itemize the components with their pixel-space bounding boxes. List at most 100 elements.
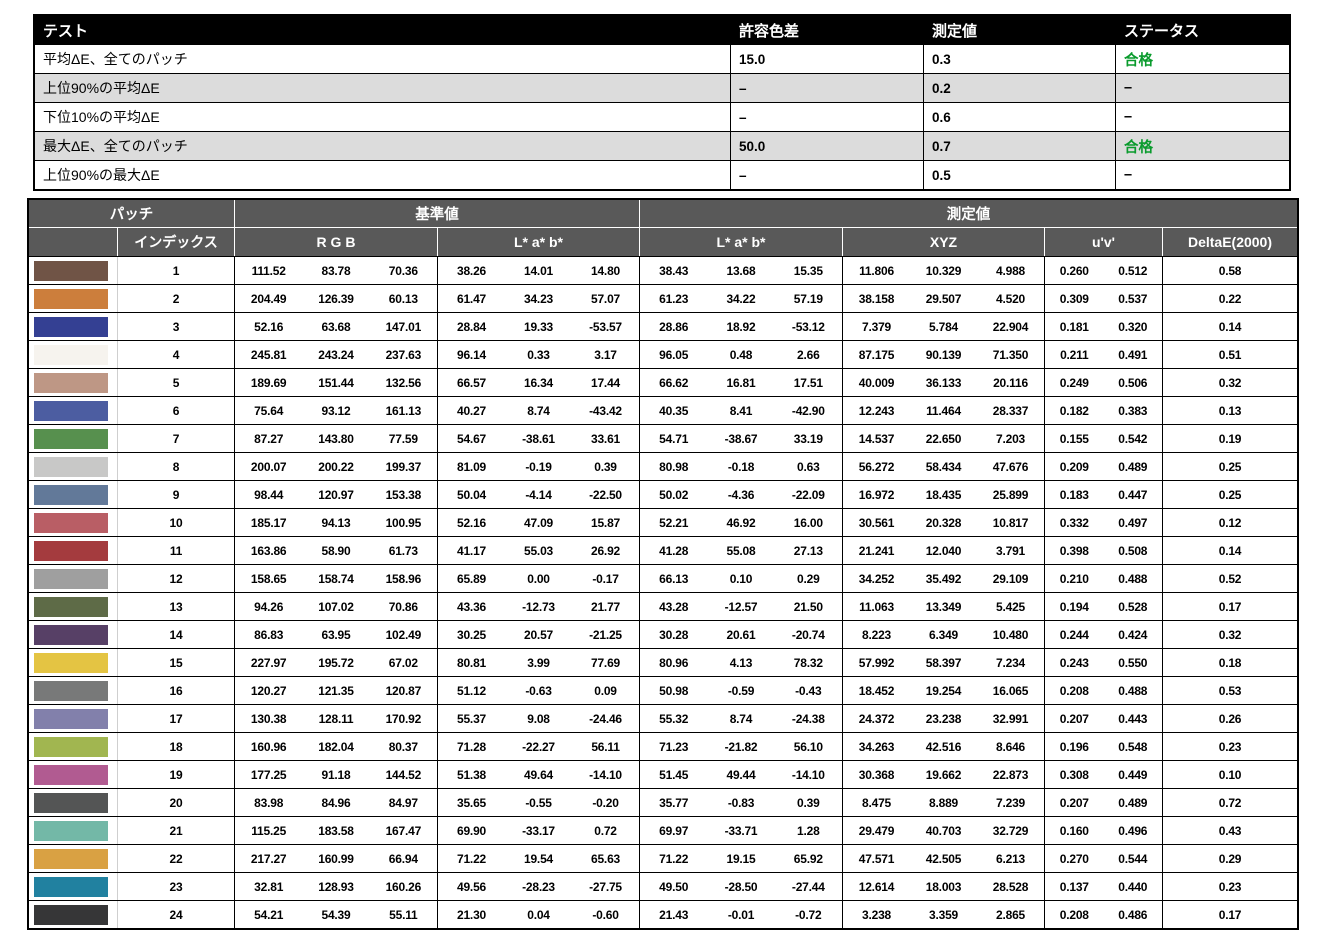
value-cell: 237.63 xyxy=(385,347,422,362)
value-cell: 204.49 xyxy=(250,291,287,306)
value-cell: 0.194 xyxy=(1059,599,1089,614)
color-swatch xyxy=(34,288,108,309)
patch-index-cell: 6 xyxy=(117,397,234,424)
value-cell: 21.43 xyxy=(659,907,689,922)
value-cell: 17.51 xyxy=(793,375,823,390)
value-cell: 243.24 xyxy=(318,347,354,362)
rgb-reference-cell: 98.44 120.97 153.38 xyxy=(234,481,437,508)
deltae-cell: 0.72 xyxy=(1162,789,1297,816)
rgb-reference-cell: 94.26 107.02 70.86 xyxy=(234,593,437,620)
measured-group-header: 測定値 xyxy=(639,200,1297,227)
swatch-cell xyxy=(29,901,117,928)
value-cell: 0.72 xyxy=(594,823,617,838)
value-cell: 0.443 xyxy=(1118,711,1148,726)
rgb-reference-cell: 160.96 182.04 80.37 xyxy=(234,733,437,760)
deltae-cell: 0.52 xyxy=(1162,565,1297,592)
value-cell: 7.239 xyxy=(995,795,1026,810)
value-cell: -28.23 xyxy=(522,879,555,894)
patch-index-cell: 17 xyxy=(117,705,234,732)
patch-index-cell: 18 xyxy=(117,733,234,760)
value-cell: 111.52 xyxy=(251,263,286,278)
value-cell: 0.486 xyxy=(1118,907,1148,922)
value-cell: 8.646 xyxy=(995,739,1026,754)
lab-measured-cell: 38.43 13.68 15.35 xyxy=(639,257,842,284)
value-cell: 30.368 xyxy=(858,767,895,782)
value-cell: 15.35 xyxy=(793,263,823,278)
value-cell: 158.96 xyxy=(385,571,422,586)
rgb-reference-cell: 158.65 158.74 158.96 xyxy=(234,565,437,592)
patch-index-cell: 10 xyxy=(117,509,234,536)
value-cell: 128.93 xyxy=(318,879,354,894)
value-cell: 167.47 xyxy=(385,823,422,838)
rgb-reference-cell: 86.83 63.95 102.49 xyxy=(234,621,437,648)
patch-row: 9 98.44 120.97 153.38 50.04 -4.14 -22.50 50.02 -… xyxy=(29,480,1297,508)
xyz-measured-cell: 38.158 29.507 4.520 xyxy=(842,285,1044,312)
value-cell: 65.89 xyxy=(456,571,487,586)
patch-row: 7 87.27 143.80 77.59 54.67 -38.61 33.61 54.71 -3… xyxy=(29,424,1297,452)
color-swatch xyxy=(34,260,108,281)
value-cell: 18.452 xyxy=(858,683,895,698)
value-cell: -0.01 xyxy=(727,907,755,922)
uv-measured-cell: 0.194 0.528 xyxy=(1044,593,1162,620)
value-cell: -0.63 xyxy=(525,683,552,698)
value-cell: 4.520 xyxy=(995,291,1026,306)
lab-reference-cell: 71.22 19.54 65.63 xyxy=(437,845,639,872)
value-cell: 19.15 xyxy=(726,851,756,866)
value-cell: 61.23 xyxy=(659,291,689,306)
lab-measured-column-header: L* a* b* xyxy=(639,228,842,256)
value-cell: 42.516 xyxy=(925,739,962,754)
value-cell: 0.489 xyxy=(1118,795,1148,810)
value-cell: 14.80 xyxy=(590,263,621,278)
test-column-header: テスト xyxy=(43,22,89,40)
lab-reference-cell: 52.16 47.09 15.87 xyxy=(437,509,639,536)
value-cell: 132.56 xyxy=(385,375,422,390)
xyz-measured-cell: 87.175 90.139 71.350 xyxy=(842,341,1044,368)
rgb-reference-cell: 204.49 126.39 60.13 xyxy=(234,285,437,312)
lab-measured-cell: 50.02 -4.36 -22.09 xyxy=(639,481,842,508)
swatch-cell xyxy=(29,257,117,284)
patch-index-cell: 5 xyxy=(117,369,234,396)
deltae-cell: 0.22 xyxy=(1162,285,1297,312)
value-cell: -0.43 xyxy=(795,683,822,698)
value-cell: -0.55 xyxy=(525,795,552,810)
value-cell: 185.17 xyxy=(250,515,287,530)
value-cell: -0.83 xyxy=(727,795,755,810)
xyz-measured-cell: 30.561 20.328 10.817 xyxy=(842,509,1044,536)
value-cell: 0.183 xyxy=(1059,487,1089,502)
status-badge: – xyxy=(1115,103,1289,131)
patch-group-header: パッチ xyxy=(109,207,154,223)
value-cell: 41.28 xyxy=(659,543,689,558)
value-cell: 71.23 xyxy=(659,739,689,754)
value-cell: 0.309 xyxy=(1059,291,1089,306)
value-cell: 4.13 xyxy=(729,655,753,670)
value-cell: 84.97 xyxy=(388,795,418,810)
lab-reference-cell: 71.28 -22.27 56.11 xyxy=(437,733,639,760)
value-cell: 29.507 xyxy=(925,291,962,306)
deltae-cell: 0.23 xyxy=(1162,733,1297,760)
value-cell: 0.489 xyxy=(1118,459,1148,474)
uv-measured-cell: 0.196 0.548 xyxy=(1044,733,1162,760)
status-badge: – xyxy=(1115,74,1289,102)
uv-measured-cell: 0.207 0.489 xyxy=(1044,789,1162,816)
value-cell: 28.528 xyxy=(992,879,1029,894)
rgb-reference-cell: 245.81 243.24 237.63 xyxy=(234,341,437,368)
uv-measured-cell: 0.207 0.443 xyxy=(1044,705,1162,732)
value-cell: 47.571 xyxy=(858,851,895,866)
deltae-cell: 0.19 xyxy=(1162,425,1297,452)
value-cell: 0.497 xyxy=(1118,515,1148,530)
value-cell: 189.69 xyxy=(250,375,287,390)
swatch-cell xyxy=(29,369,117,396)
patch-index-cell: 8 xyxy=(117,453,234,480)
value-cell: 130.38 xyxy=(250,711,287,726)
xyz-measured-cell: 34.263 42.516 8.646 xyxy=(842,733,1044,760)
uv-measured-cell: 0.181 0.320 xyxy=(1044,313,1162,340)
deltae-cell: 0.13 xyxy=(1162,397,1297,424)
color-swatch xyxy=(34,652,108,673)
value-cell: 143.80 xyxy=(318,431,354,446)
lab-measured-cell: 80.96 4.13 78.32 xyxy=(639,649,842,676)
value-cell: 0.155 xyxy=(1059,431,1089,446)
color-swatch xyxy=(34,764,108,785)
xyz-measured-cell: 29.479 40.703 32.729 xyxy=(842,817,1044,844)
value-cell: 0.506 xyxy=(1118,375,1148,390)
